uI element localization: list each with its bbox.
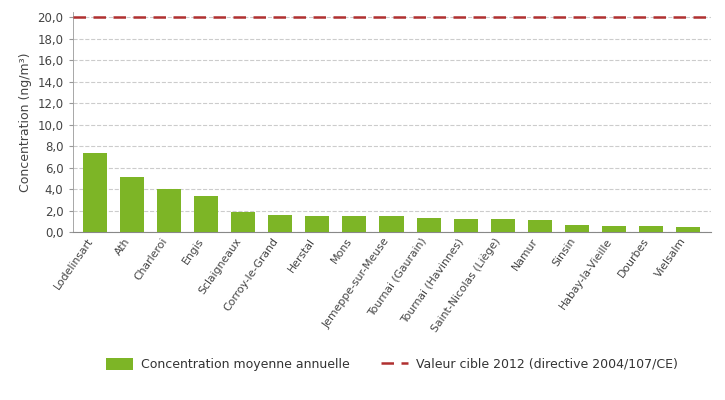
Bar — [379, 216, 404, 232]
Bar — [157, 188, 181, 232]
Bar — [491, 218, 515, 232]
Bar — [342, 216, 366, 232]
Bar — [194, 196, 218, 232]
Bar — [305, 216, 329, 232]
Y-axis label: Concentration (ng/m³): Concentration (ng/m³) — [19, 52, 32, 192]
Legend: Concentration moyenne annuelle, Valeur cible 2012 (directive 2004/107/CE): Concentration moyenne annuelle, Valeur c… — [101, 353, 682, 376]
Bar — [676, 227, 700, 232]
Bar — [231, 212, 255, 232]
Bar — [83, 152, 107, 232]
Bar — [417, 218, 441, 232]
Bar — [528, 220, 552, 232]
Bar — [602, 226, 626, 232]
Bar — [268, 215, 292, 232]
Bar — [639, 226, 663, 232]
Bar — [565, 225, 589, 232]
Bar — [120, 177, 144, 232]
Bar — [454, 218, 478, 232]
